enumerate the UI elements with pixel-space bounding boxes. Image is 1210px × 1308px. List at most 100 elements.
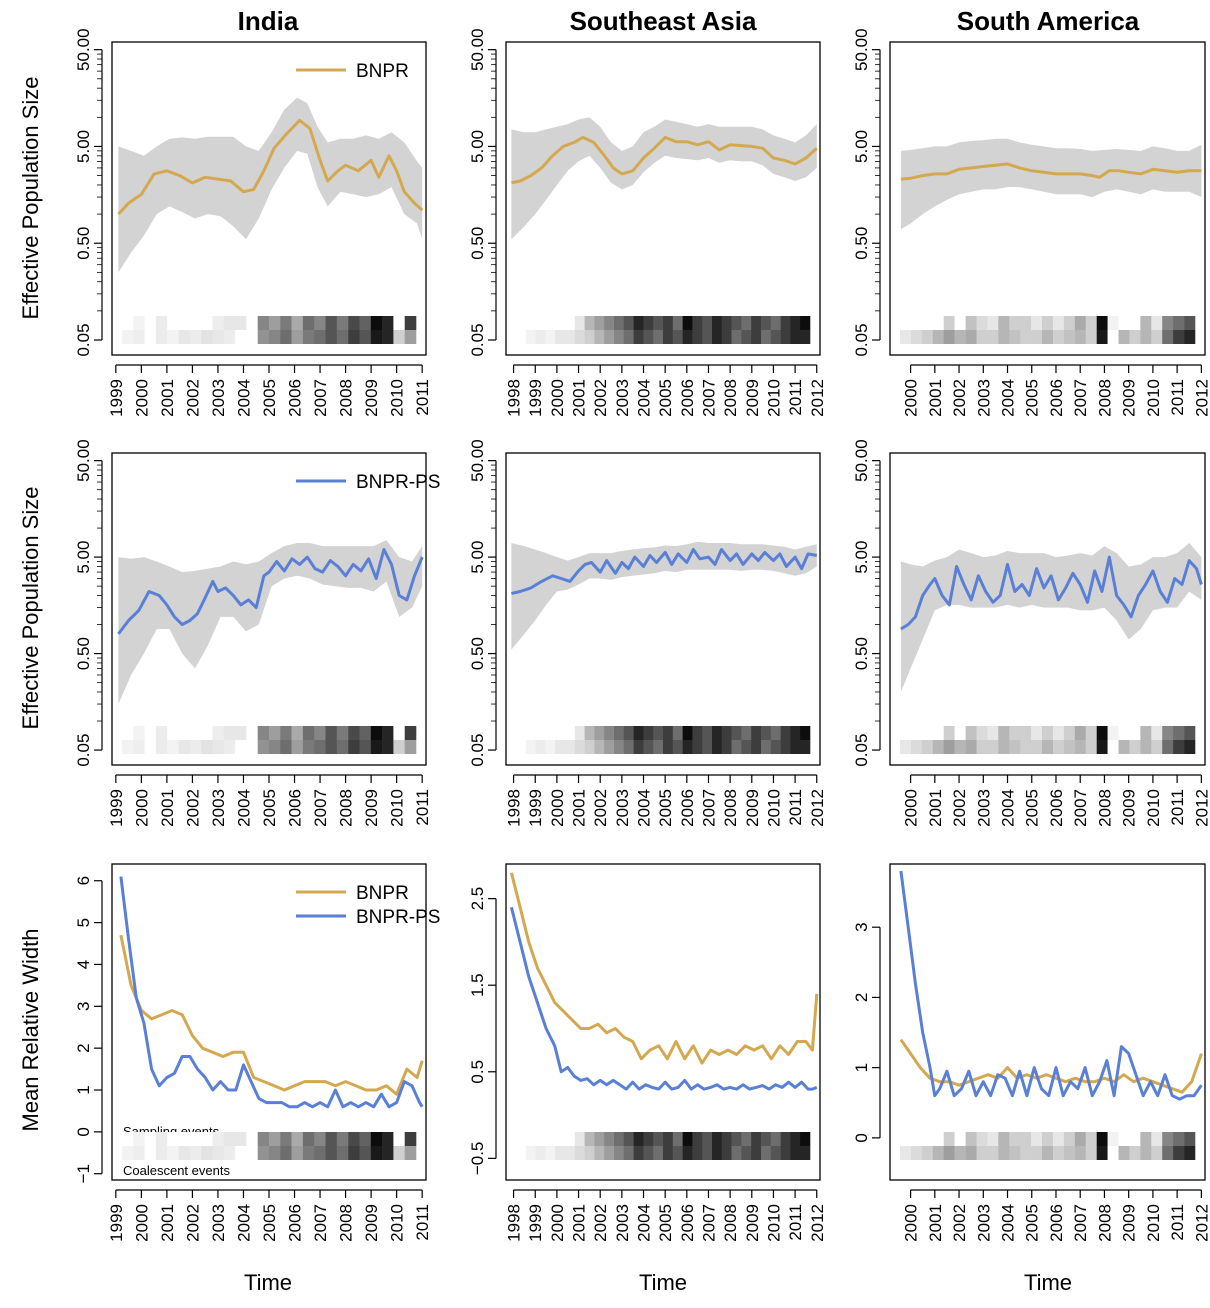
coalescent-event-cell xyxy=(800,1146,811,1160)
sampling-event-cell xyxy=(1140,316,1152,330)
x-tick-label: 2010 xyxy=(1144,379,1163,417)
x-tick-label: 2001 xyxy=(570,379,589,417)
sampling-event-cell xyxy=(965,1132,977,1146)
coalescent-event-cell xyxy=(780,740,791,754)
y-tick-label: −1 xyxy=(74,1164,93,1183)
x-tick-label: 2002 xyxy=(950,379,969,417)
sampling-event-cell xyxy=(921,316,934,330)
coalescent-event-cell xyxy=(1009,740,1021,754)
series-line-bnpr-ps xyxy=(117,548,424,635)
coalescent-event-cell xyxy=(932,740,944,754)
coalescent-event-cell xyxy=(178,1146,191,1160)
coalescent-event-cell xyxy=(663,740,674,754)
coalescent-event-cell xyxy=(1085,740,1097,754)
sampling-event-cell xyxy=(133,726,145,740)
coalescent-event-cell xyxy=(692,330,703,344)
coalescent-event-cell xyxy=(643,330,654,344)
coalescent-event-cell xyxy=(348,330,360,344)
sampling-event-cell xyxy=(604,1132,615,1146)
sampling-event-cell xyxy=(1162,316,1174,330)
sampling-event-cell xyxy=(910,1132,923,1146)
plot-frame xyxy=(889,452,1206,766)
coalescent-event-cell xyxy=(167,330,179,344)
sampling-event-cell xyxy=(212,1132,225,1146)
sampling-event-cell xyxy=(1184,316,1196,330)
coalescent-event-cell xyxy=(987,740,999,754)
ylabel-row-2: Effective Population Size xyxy=(18,487,43,730)
coalescent-event-cell xyxy=(682,740,693,754)
coalescent-event-cell xyxy=(1107,1146,1119,1160)
sampling-event-cell xyxy=(614,316,625,330)
event-heatmap xyxy=(516,316,811,344)
sampling-event-cell xyxy=(623,316,634,330)
y-tick-label: 5 xyxy=(74,918,93,927)
coalescent-event-cell xyxy=(1096,330,1108,344)
plot-frame xyxy=(111,41,427,356)
sampling-event-cell xyxy=(976,1132,988,1146)
coalescent-event-cell xyxy=(584,330,595,344)
sampling-event-cell xyxy=(189,1132,202,1146)
x-tick-label: 2008 xyxy=(337,379,356,417)
series-line-bnpr-ps xyxy=(900,555,1203,631)
sampling-event-cell xyxy=(393,726,405,740)
coalescent-event-cell xyxy=(122,740,134,754)
x-tick-label: 2007 xyxy=(311,789,330,827)
coalescent-event-cell xyxy=(144,330,157,344)
x-tick-label: 2006 xyxy=(1047,789,1066,827)
x-tick-label: 2007 xyxy=(1071,379,1090,417)
sampling-event-cell xyxy=(800,1132,811,1146)
coalescent-event-cell xyxy=(393,330,405,344)
coalescent-event-cell xyxy=(1031,330,1043,344)
coalescent-event-cell xyxy=(1020,1146,1032,1160)
panel-9: 0 1 2 3 2000 2001 2002 2003 2004 2005 2006 2007 2008… xyxy=(852,863,1210,1242)
sampling-event-cell xyxy=(900,1132,912,1146)
sampling-event-cell xyxy=(1118,316,1130,330)
sampling-event-cell xyxy=(1096,316,1108,330)
legend-label: BNPR xyxy=(356,61,409,82)
x-tick-label: 2003 xyxy=(209,789,228,827)
sampling-event-cell xyxy=(751,1132,762,1146)
credible-band xyxy=(900,543,1202,692)
coalescent-event-cell xyxy=(1151,1146,1163,1160)
coalescent-event-cell xyxy=(594,330,605,344)
coalescent-event-cell xyxy=(910,330,923,344)
coalescent-event-cell xyxy=(751,330,762,344)
y-tick-label: −0.5 xyxy=(468,1142,487,1176)
sampling-event-cell xyxy=(1184,726,1196,740)
sampling-event-cell xyxy=(692,1132,703,1146)
x-tick-label: 2011 xyxy=(413,789,432,826)
coalescent-event-cell xyxy=(235,740,247,754)
x-tick-label: 2007 xyxy=(311,1204,330,1242)
sampling-event-cell xyxy=(751,726,762,740)
sampling-event-cell xyxy=(144,1132,157,1146)
coalescent-event-cell xyxy=(594,1146,605,1160)
sampling-event-cell xyxy=(133,1132,145,1146)
sampling-event-cell xyxy=(623,726,634,740)
sampling-event-cell xyxy=(731,726,742,740)
sampling-event-cell xyxy=(516,316,527,330)
coalescent-event-cell xyxy=(672,330,683,344)
series-line-bnpr xyxy=(509,872,819,1065)
coalescent-event-cell xyxy=(614,330,625,344)
y-tick-label: 0 xyxy=(852,1133,871,1142)
y-tick-label: 2 xyxy=(74,1043,93,1052)
col-title-south-america: South America xyxy=(957,6,1140,36)
coalescent-event-cell xyxy=(780,1146,791,1160)
x-tick-label: 2006 xyxy=(678,379,697,417)
x-tick-label: 2000 xyxy=(548,1204,567,1242)
sampling-event-cell xyxy=(382,316,394,330)
sampling-event-cell xyxy=(643,316,654,330)
coalescent-event-cell xyxy=(565,1146,576,1160)
sampling-event-cell xyxy=(212,726,225,740)
x-tick-label: 2003 xyxy=(974,789,993,827)
sampling-event-cell xyxy=(741,316,752,330)
sampling-event-cell xyxy=(910,726,923,740)
x-tick-label: 2004 xyxy=(999,789,1018,827)
x-tick-label: 2006 xyxy=(678,789,697,827)
coalescent-event-cell xyxy=(223,1146,236,1160)
sampling-event-cell xyxy=(954,316,966,330)
coalescent-event-cell xyxy=(280,330,292,344)
coalescent-event-cell xyxy=(1085,330,1097,344)
coalescent-event-cell xyxy=(712,740,723,754)
sampling-event-cell xyxy=(987,316,999,330)
